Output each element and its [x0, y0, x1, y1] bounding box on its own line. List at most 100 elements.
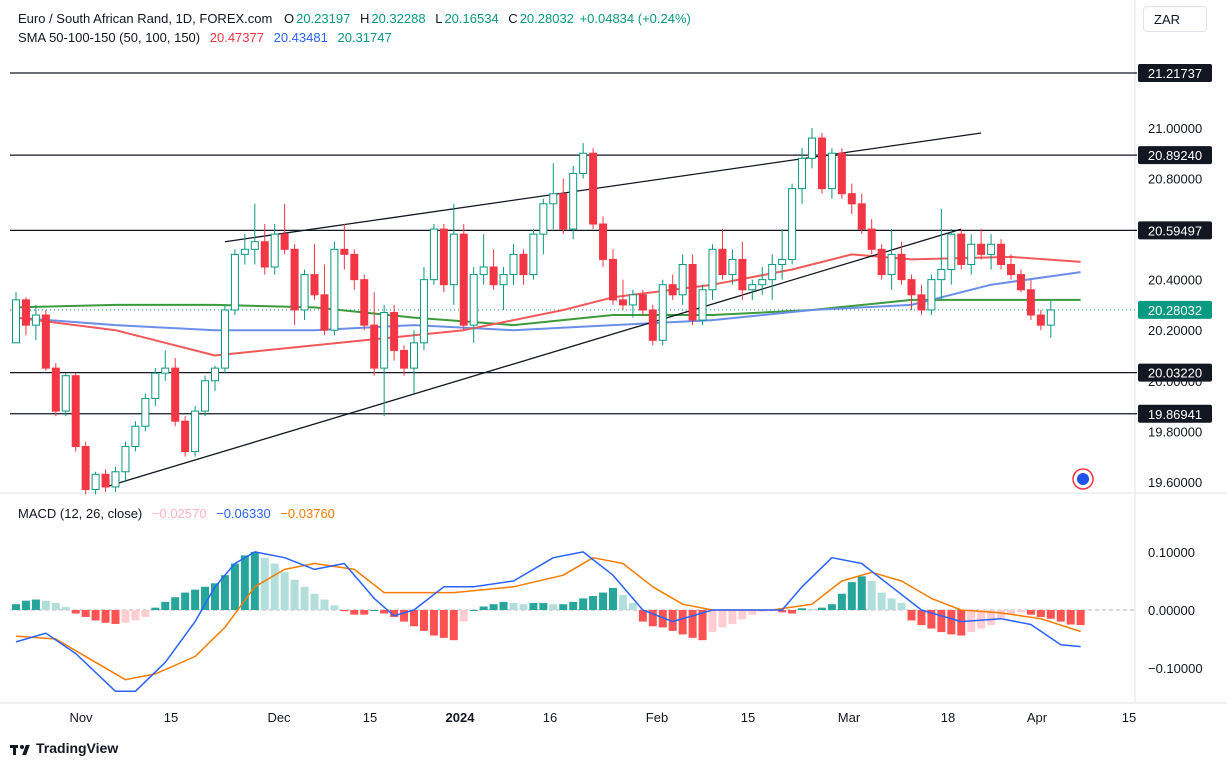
macd-signal-line [15, 556, 1081, 681]
candle-body [678, 263, 687, 296]
macd-histogram-bar [131, 610, 140, 621]
macd-histogram-bar [917, 610, 926, 626]
price-tick-label: 20.20000 [1148, 323, 1202, 338]
macd-histogram-bar [927, 610, 936, 629]
macd-histogram-bar [599, 592, 608, 610]
macd-histogram-bar [191, 589, 200, 610]
macd-histogram-bar [678, 610, 687, 635]
candle-body [400, 349, 409, 369]
macd-line-value: −0.06330 [216, 506, 271, 521]
macd-histogram-bar [1046, 610, 1055, 619]
time-tick-label: 15 [1122, 710, 1136, 725]
candle-body [698, 289, 707, 321]
candle-body [390, 312, 399, 351]
macd-histogram-bar [101, 610, 110, 623]
candle-body [817, 137, 826, 190]
candle-body [539, 203, 548, 235]
macd-histogram-bar [61, 607, 70, 610]
candle-body [459, 233, 468, 326]
macd-histogram-bar [300, 586, 309, 610]
macd-histogram-bar [847, 582, 856, 610]
macd-histogram-bar [589, 596, 598, 610]
candle-body [211, 367, 219, 382]
macd-histogram-bar [1056, 610, 1065, 622]
macd-histogram-bar [788, 610, 797, 614]
macd-tick-label: −0.10000 [1148, 661, 1203, 676]
macd-histogram-bar [887, 598, 896, 610]
macd-histogram-bar [71, 610, 80, 614]
macd-histogram-bar [370, 610, 379, 611]
macd-histogram-bar [798, 608, 807, 610]
time-tick-label: Mar [838, 710, 861, 725]
macd-histogram-bar [201, 586, 210, 610]
sma-label[interactable]: SMA 50-100-150 (50, 100, 150) [18, 30, 201, 45]
candle-body [917, 294, 926, 311]
macd-tick-label: 0.10000 [1148, 545, 1195, 560]
macd-histogram-bar [310, 593, 319, 610]
macd-histogram-bar [181, 592, 190, 610]
macd-histogram-bar [957, 610, 966, 636]
low-label: L [435, 11, 443, 26]
macd-histogram-bar [628, 603, 637, 610]
time-tick-label: Dec [267, 710, 291, 725]
candle-body [877, 248, 886, 276]
level-price-tag [1138, 221, 1212, 240]
candle-body [748, 284, 757, 291]
macd-histogram-bar [1036, 610, 1045, 617]
trendlines[interactable] [105, 132, 982, 488]
time-tick-label: Apr [1027, 710, 1048, 725]
price-tick-label: 21.00000 [1148, 121, 1202, 136]
macd-histogram-bar [907, 610, 916, 621]
candle-body [589, 152, 598, 225]
macd-histogram-bar [499, 601, 508, 610]
macd-histogram-bar [260, 557, 269, 610]
symbol-legend: Euro / South African Rand, 1D, FOREX.com… [18, 11, 693, 26]
macd-histogram-bar [1026, 610, 1035, 615]
macd-histogram-bar [688, 610, 697, 638]
macd-histogram-bar [658, 610, 667, 628]
macd-pane [10, 551, 1137, 693]
level-price-tag [1138, 363, 1212, 382]
macd-histogram-bar [250, 551, 259, 610]
candle-body [51, 367, 60, 412]
candle-body [638, 294, 647, 311]
candle-body [559, 193, 568, 230]
macd-histogram-bar [609, 587, 617, 610]
candle-body [987, 243, 996, 255]
macd-label[interactable]: MACD (12, 26, close) [18, 506, 143, 521]
high-value: 20.32288 [371, 11, 426, 26]
candle-body [360, 279, 369, 326]
time-tick-label: 15 [164, 710, 178, 725]
candle-body [181, 420, 190, 453]
macd-histogram-bar [419, 610, 428, 631]
candle-body [31, 314, 40, 326]
candle-body [161, 367, 170, 374]
candle-body [738, 258, 747, 291]
macd-histogram-bar [519, 604, 528, 610]
macd-histogram-bar [380, 610, 389, 614]
candle-body [280, 233, 289, 250]
candle-body [927, 279, 936, 311]
macd-histogram-bar [81, 610, 90, 617]
macd-histogram-bar [638, 610, 647, 622]
tradingview-logo[interactable]: TradingView [10, 740, 118, 756]
candle-body [708, 248, 717, 291]
candle-body [648, 309, 657, 341]
currency-button[interactable]: ZAR [1143, 6, 1207, 32]
macd-histogram-bar [997, 610, 1006, 619]
macd-histogram-bar [410, 610, 418, 627]
macd-histogram-bar [171, 597, 180, 610]
candle-body [519, 253, 528, 276]
macd-histogram-bar [559, 604, 568, 610]
level-price-label: 20.03220 [1148, 366, 1202, 381]
symbol-name[interactable]: Euro / South African Rand, 1D, FOREX.com [18, 11, 273, 26]
candle-body [788, 188, 797, 260]
macd-histogram-bar [230, 563, 239, 610]
level-price-tag [1138, 146, 1212, 165]
candle-body [489, 266, 498, 286]
candle-body [628, 294, 637, 306]
candle-body [290, 248, 299, 311]
candle-body [569, 172, 578, 230]
candle-body [300, 274, 309, 311]
